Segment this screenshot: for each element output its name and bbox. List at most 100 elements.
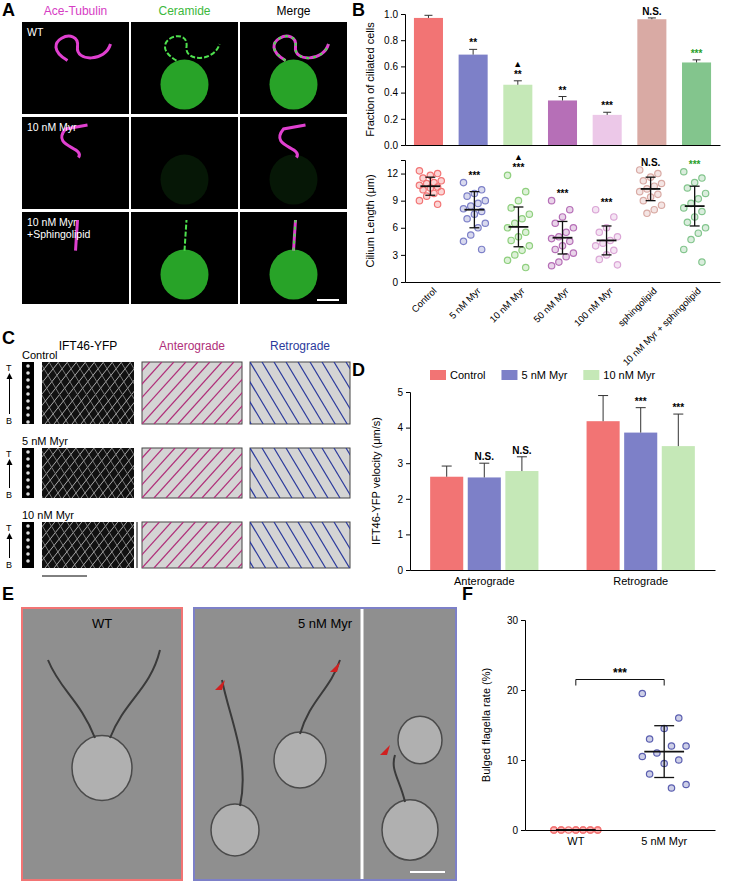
- x-tick-label: Control: [409, 285, 438, 314]
- point: [644, 210, 650, 216]
- track: [72, 522, 109, 568]
- point: [567, 238, 573, 244]
- retrograde-lines: [250, 362, 350, 424]
- y-tick: 0: [397, 565, 410, 576]
- y-tick-label: 0: [392, 277, 398, 288]
- track: [286, 448, 316, 498]
- track: [250, 362, 275, 424]
- track: [226, 362, 242, 424]
- point: [464, 193, 470, 199]
- track: [54, 522, 91, 568]
- track: [238, 522, 242, 568]
- track: [298, 362, 335, 424]
- track: [286, 522, 314, 568]
- cilium: [294, 220, 296, 251]
- bar: [414, 18, 443, 145]
- legend: Control5 nM Myr10 nM Myr: [430, 369, 656, 381]
- x-tick: Anterograde: [454, 570, 515, 587]
- significance: ***: [601, 100, 613, 111]
- track: [334, 448, 350, 498]
- y-tick-label: 0.6: [384, 61, 398, 72]
- error-bar: [603, 112, 611, 115]
- y-tick: 3: [397, 458, 410, 469]
- point: [556, 234, 562, 240]
- x-tick: Control: [409, 282, 438, 315]
- y-axis-line: [401, 161, 406, 283]
- ift-spot: [26, 531, 30, 535]
- error-bar: [598, 396, 608, 422]
- scale-bar: [42, 576, 87, 577]
- y-tick-mark: [406, 570, 410, 571]
- sd-cap: [690, 225, 700, 226]
- track: [334, 522, 350, 568]
- significance: ***: [601, 197, 613, 208]
- sd-cap: [513, 246, 523, 247]
- sd-cap: [654, 777, 674, 778]
- micrograph: [240, 212, 347, 304]
- mean-line: [509, 226, 529, 228]
- point: [519, 247, 525, 253]
- bar: [637, 19, 666, 145]
- cilium: [56, 36, 111, 60]
- track: [142, 522, 183, 568]
- x-tick: 10 nM Myr + sphingolipid: [620, 282, 703, 368]
- bar: [468, 477, 501, 570]
- retrograde-lines: [250, 448, 350, 498]
- track: [45, 522, 82, 568]
- legend-swatch: [583, 370, 599, 380]
- track: [112, 362, 134, 424]
- error-bar: [636, 408, 646, 433]
- x-axis-line: [526, 830, 716, 831]
- panel-c: IFT46-YFPAnterogradeRetrogradeControlTB5…: [0, 339, 383, 576]
- x-axis: WT5 nM Myr: [526, 830, 716, 847]
- y-tick-label: 5: [397, 387, 403, 398]
- error-bar: [517, 457, 527, 471]
- track: [286, 362, 323, 424]
- track: [238, 362, 242, 424]
- track: [214, 448, 242, 498]
- track: [166, 448, 211, 498]
- point: [676, 715, 682, 721]
- micrograph: [22, 117, 129, 209]
- point: [676, 757, 682, 763]
- y-tick-mark: [401, 282, 405, 283]
- x-tick: 50 nM Myr: [531, 282, 571, 325]
- point: [548, 263, 554, 269]
- image-label: WT: [92, 616, 112, 631]
- point: [592, 207, 598, 213]
- error-line: [446, 466, 447, 477]
- y-tick-label: 9: [392, 195, 398, 206]
- error-cap: [603, 112, 611, 113]
- anterograde-trace: [142, 522, 242, 568]
- error-bar: [479, 463, 489, 477]
- track: [94, 362, 131, 424]
- point: [614, 234, 620, 240]
- error-line: [517, 81, 518, 85]
- kymograph-lines: [42, 448, 134, 498]
- ift-spot: [26, 420, 30, 424]
- point: [668, 785, 674, 791]
- x-axis: AnterogradeRetrograde: [411, 570, 716, 587]
- cell: [398, 716, 442, 764]
- ift-spot: [26, 545, 30, 549]
- micrograph: [240, 117, 347, 209]
- cell: [72, 736, 132, 801]
- point: [699, 259, 705, 265]
- track: [81, 522, 118, 568]
- point: [420, 187, 426, 193]
- retrograde-trace: [250, 522, 350, 568]
- point: [681, 246, 687, 252]
- track: [42, 448, 70, 498]
- point: [504, 225, 510, 231]
- track: [250, 362, 251, 424]
- arrowhead: [215, 680, 225, 690]
- point: [695, 230, 701, 236]
- track: [250, 448, 280, 498]
- significance: ***: [672, 402, 684, 413]
- point: [570, 250, 576, 256]
- base-label: B: [6, 416, 12, 426]
- point: [478, 187, 484, 193]
- y-tick: 2: [397, 494, 410, 505]
- sd-cap: [558, 221, 568, 222]
- legend-label: 5 nM Myr: [521, 369, 567, 381]
